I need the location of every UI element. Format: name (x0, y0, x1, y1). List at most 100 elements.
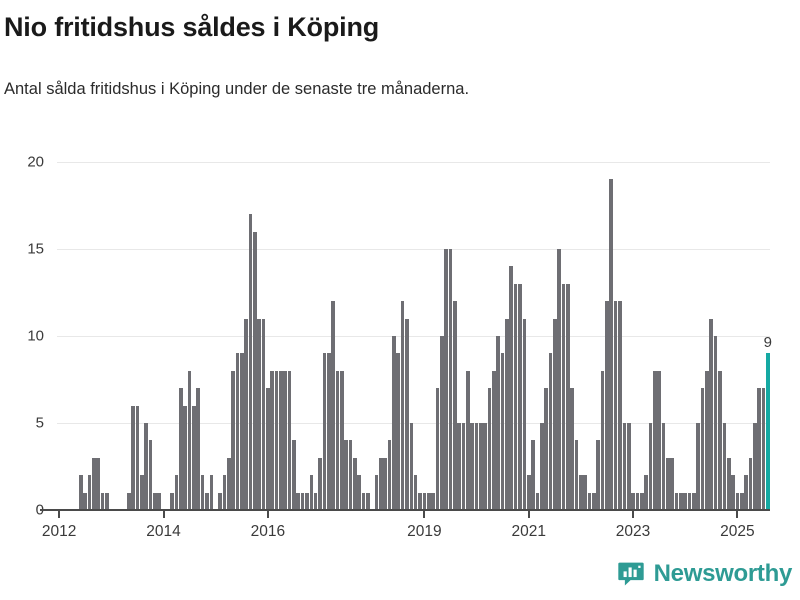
bar[interactable] (444, 249, 448, 510)
bar[interactable] (244, 318, 248, 510)
bar[interactable] (79, 475, 83, 510)
bar[interactable] (187, 370, 192, 510)
bar[interactable] (609, 179, 614, 510)
bar[interactable] (696, 423, 701, 510)
bar[interactable] (409, 423, 414, 510)
bar[interactable] (492, 370, 496, 510)
bar[interactable] (718, 370, 722, 510)
bar[interactable] (183, 405, 188, 510)
bar[interactable] (705, 370, 709, 510)
bar[interactable] (544, 388, 548, 510)
bar[interactable] (252, 231, 257, 510)
bar[interactable] (618, 301, 622, 510)
bar[interactable] (126, 492, 131, 510)
bar[interactable] (418, 492, 422, 510)
bar[interactable] (735, 492, 740, 510)
bar[interactable] (179, 388, 183, 510)
bar[interactable] (670, 457, 674, 510)
bar[interactable] (635, 492, 640, 510)
bar[interactable] (335, 370, 340, 510)
bar[interactable] (170, 492, 175, 510)
bar[interactable] (174, 475, 179, 510)
bar[interactable] (726, 457, 731, 510)
bar[interactable] (661, 423, 666, 510)
bar[interactable] (274, 370, 279, 510)
bar[interactable] (379, 457, 383, 510)
bar[interactable] (309, 475, 314, 510)
bar[interactable] (557, 249, 561, 510)
bar[interactable] (539, 423, 544, 510)
bar[interactable] (357, 475, 361, 510)
bar[interactable] (479, 423, 483, 510)
bar[interactable] (731, 475, 735, 510)
bar[interactable] (748, 457, 753, 510)
bar[interactable] (387, 440, 392, 510)
bar[interactable] (361, 492, 366, 510)
bar[interactable] (596, 440, 601, 510)
bar[interactable] (348, 440, 353, 510)
bar[interactable] (652, 370, 657, 510)
bar[interactable] (148, 440, 153, 510)
bar[interactable] (231, 370, 235, 510)
bar[interactable] (331, 301, 335, 510)
bar[interactable] (313, 492, 318, 510)
bar[interactable] (496, 336, 501, 510)
bar[interactable] (218, 492, 222, 510)
bar[interactable] (692, 492, 696, 510)
bar[interactable] (648, 423, 653, 510)
bar[interactable] (600, 370, 605, 510)
bar[interactable] (522, 318, 527, 510)
bar[interactable] (713, 336, 718, 510)
bar[interactable] (400, 301, 405, 510)
bar[interactable] (413, 475, 418, 510)
bar[interactable] (144, 423, 148, 510)
bar[interactable] (483, 423, 488, 510)
bar[interactable] (622, 423, 627, 510)
bar[interactable] (300, 492, 305, 510)
bar[interactable] (292, 440, 296, 510)
bar[interactable] (683, 492, 688, 510)
bar[interactable] (157, 492, 161, 510)
bar[interactable] (574, 440, 579, 510)
bar[interactable] (644, 475, 648, 510)
bar[interactable] (392, 336, 396, 510)
bar[interactable] (322, 353, 327, 510)
newsworthy-logo[interactable]: Newsworthy (617, 560, 792, 588)
bar[interactable] (548, 353, 553, 510)
bar[interactable] (326, 353, 331, 510)
bar[interactable] (518, 283, 522, 510)
bar[interactable] (339, 370, 344, 510)
bar[interactable] (83, 492, 88, 510)
bar[interactable] (487, 388, 492, 510)
bar[interactable] (639, 492, 644, 510)
bar[interactable] (366, 492, 370, 510)
bar[interactable] (752, 423, 757, 510)
bar[interactable] (226, 457, 231, 510)
bar[interactable] (579, 475, 583, 510)
bar[interactable] (374, 475, 379, 510)
bar[interactable] (192, 405, 196, 510)
bar[interactable] (87, 475, 92, 510)
bar[interactable] (561, 283, 566, 510)
bar[interactable] (248, 214, 253, 510)
bar[interactable] (505, 318, 509, 510)
bar[interactable] (666, 457, 670, 510)
bar[interactable] (457, 423, 461, 510)
bar[interactable] (583, 475, 588, 510)
bar[interactable] (239, 353, 244, 510)
bar[interactable] (235, 353, 240, 510)
bar[interactable] (739, 492, 744, 510)
bar[interactable] (92, 457, 96, 510)
bar[interactable] (318, 457, 322, 510)
bar[interactable] (257, 318, 261, 510)
bar[interactable] (100, 492, 105, 510)
bar[interactable] (513, 283, 518, 510)
bar[interactable] (613, 301, 618, 510)
bar[interactable] (452, 301, 457, 510)
bar[interactable] (500, 353, 505, 510)
bar[interactable] (687, 492, 692, 510)
bar[interactable] (435, 388, 440, 510)
bar[interactable] (266, 388, 270, 510)
bar[interactable] (135, 405, 140, 510)
bar[interactable] (709, 318, 714, 510)
